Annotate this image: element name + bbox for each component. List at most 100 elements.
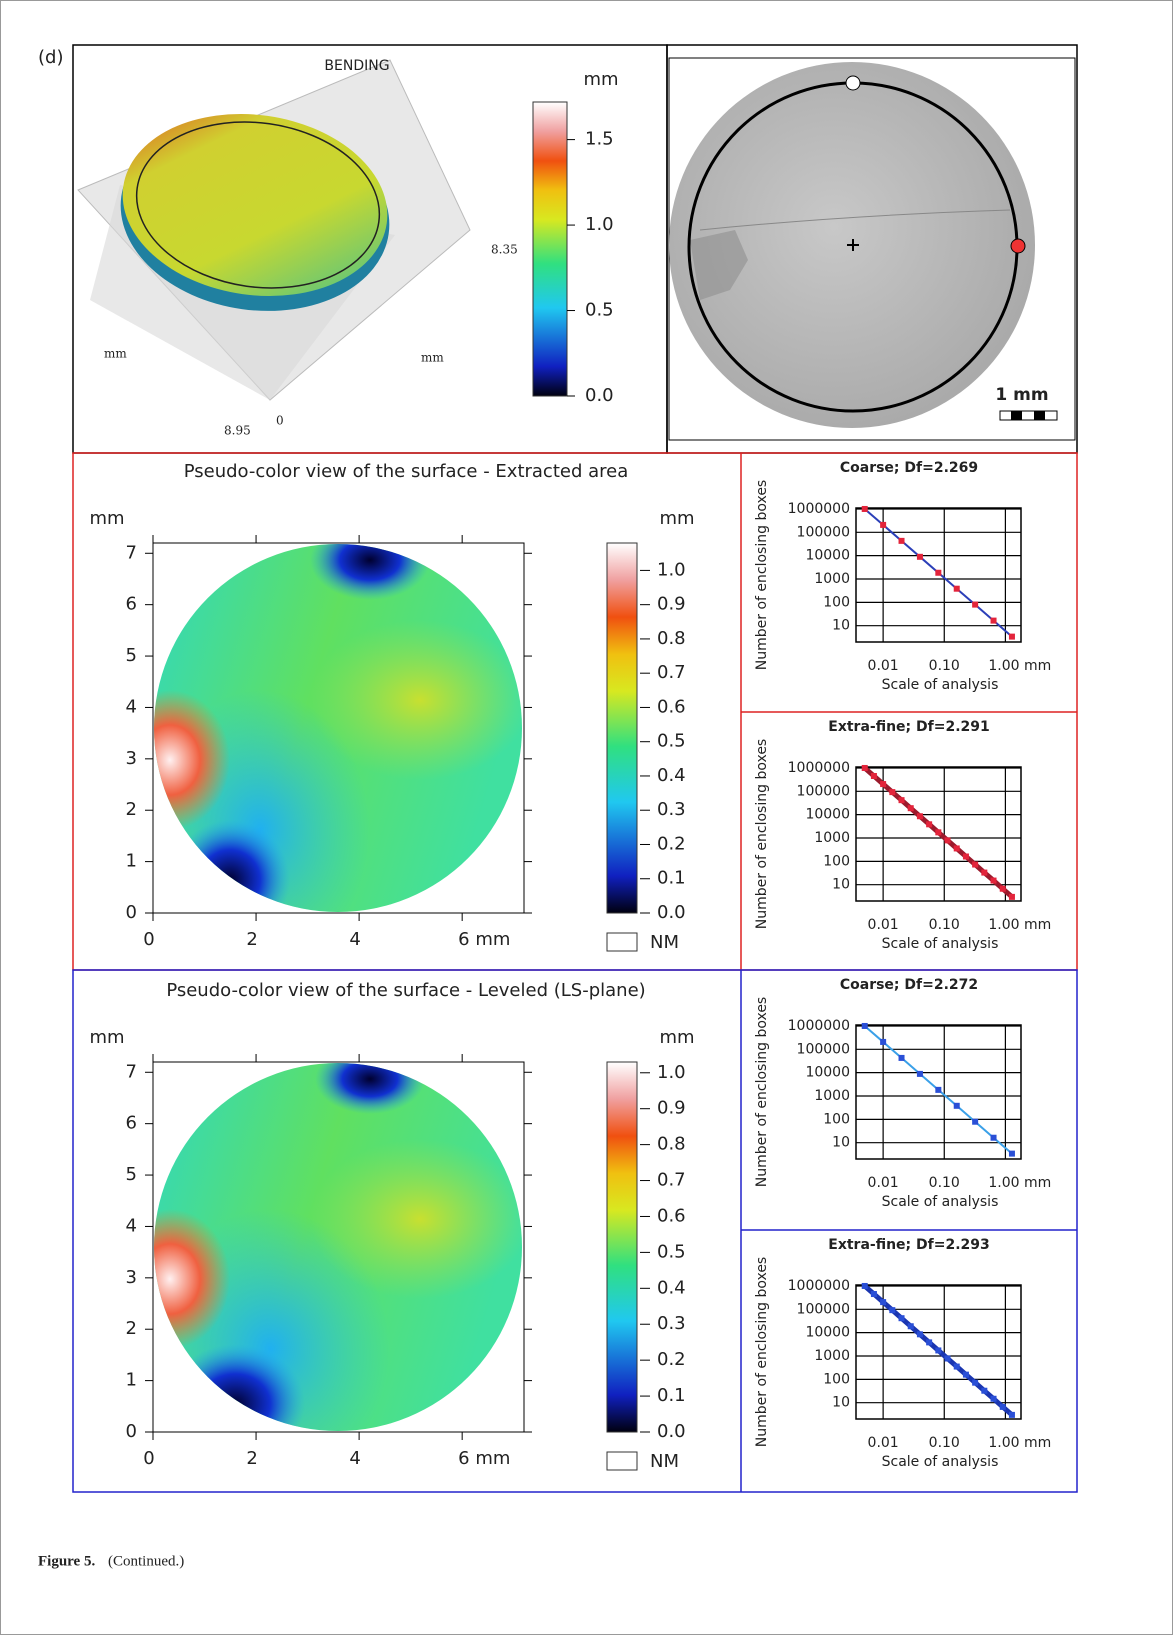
y-tick-label: 1 (126, 851, 137, 872)
y-tick-label: 10 (832, 1395, 850, 1411)
x-tick-label: 0.01 (868, 658, 899, 674)
dim-label: 8.95 (224, 424, 251, 438)
colorbar-tick-label: 1.0 (657, 1062, 686, 1083)
y-tick-label: 100000 (797, 1041, 850, 1057)
colorbar-tick-label: 0.7 (657, 662, 686, 683)
y-tick-label: 2 (126, 1318, 137, 1339)
chart-title: Coarse; Df=2.269 (840, 460, 978, 476)
blue-frame (72, 969, 1078, 1493)
colorbar-tick-label: 1.0 (657, 559, 686, 580)
data-point (916, 1331, 923, 1338)
chart-title: Coarse; Df=2.272 (840, 977, 978, 993)
y-tick-label: 100 (823, 1371, 850, 1387)
y-tick-label: 1000000 (788, 760, 850, 776)
colorbar (606, 542, 638, 914)
x-tick-label: 2 (246, 929, 257, 950)
dim-label: 8.35 (491, 243, 518, 257)
data-point (972, 1118, 979, 1125)
data-point (880, 1299, 887, 1306)
colorbar-tick-label: 0.2 (657, 833, 686, 854)
x-tick-label: 4 (349, 929, 360, 950)
scale-label: 1 mm (995, 385, 1048, 405)
y-tick-label: 7 (126, 542, 137, 563)
data-point (935, 569, 942, 576)
map-unit: mm (89, 1027, 124, 1048)
axis-label: mm (104, 347, 127, 361)
data-point (972, 1379, 979, 1386)
panel-label: (d) (38, 47, 63, 68)
data-point (972, 861, 979, 868)
y-tick-label: 10 (832, 1135, 850, 1151)
y-tick-label: 100 (823, 853, 850, 869)
colorbar-tick-label: 0.5 (657, 731, 686, 752)
data-point (898, 1054, 905, 1061)
colorbar-tick-label: 0.6 (657, 1205, 686, 1226)
colorbar-tick-label: 0.4 (657, 1277, 686, 1298)
data-point (870, 773, 877, 780)
x-tick-label: 4 (349, 1448, 360, 1469)
plot-frame (152, 542, 525, 914)
data-point (861, 505, 868, 512)
x-tick-label: 0.10 (929, 917, 960, 933)
data-point (999, 1403, 1006, 1410)
y-tick-label: 1000000 (788, 1278, 850, 1294)
plot-frame (855, 1284, 1022, 1420)
y-tick-label: 10 (832, 877, 850, 893)
data-point (990, 1134, 997, 1141)
data-point (1008, 1150, 1015, 1157)
x-axis-label: Scale of analysis (882, 1194, 999, 1210)
x-tick-label: 1.00 mm (988, 658, 1051, 674)
data-point (935, 1347, 942, 1354)
data-point (907, 1323, 914, 1330)
x-tick-label: 0.10 (929, 1435, 960, 1451)
map-title: Pseudo-color view of the surface - Extra… (184, 461, 629, 482)
y-tick-label: 1000 (814, 1348, 850, 1364)
axis-label: mm (421, 351, 444, 365)
colorbar-tick-label: 0.1 (657, 1385, 686, 1406)
colorbar-tick-label: 0.2 (657, 1349, 686, 1370)
data-point (935, 1086, 942, 1093)
colorbar-tick-label: 0.3 (657, 799, 686, 820)
colorbar-unit: mm (659, 1027, 694, 1048)
x-tick-label: 1.00 mm (988, 1175, 1051, 1191)
data-point (889, 1307, 896, 1314)
x-axis-label: Scale of analysis (882, 936, 999, 952)
colorbar-tick-label: 0.5 (585, 300, 614, 321)
plot-frame (152, 1061, 525, 1433)
y-tick-label: 10000 (805, 548, 850, 564)
x-tick-label: 0.01 (868, 1175, 899, 1191)
plot-frame (855, 1024, 1022, 1160)
data-point (916, 813, 923, 820)
data-point (861, 764, 868, 771)
data-point (898, 797, 905, 804)
y-axis-label: Number of enclosing boxes (754, 1257, 770, 1447)
data-point (907, 805, 914, 812)
data-point (999, 885, 1006, 892)
y-tick-label: 1000000 (788, 1018, 850, 1034)
colorbar-tick-label: 0.8 (657, 1134, 686, 1155)
colorbar-tick-label: 0.9 (657, 1098, 686, 1119)
colorbar-tick-label: 0.6 (657, 696, 686, 717)
data-point (953, 1102, 960, 1109)
data-point (898, 537, 905, 544)
plot-frame (855, 766, 1022, 902)
data-point (870, 1291, 877, 1298)
colorbar-tick-label: 0.5 (657, 1241, 686, 1262)
data-point (944, 1355, 951, 1362)
data-point (916, 553, 923, 560)
colorbar-tick-label: 0.3 (657, 1313, 686, 1334)
nm-label: NM (650, 1451, 679, 1472)
data-point (990, 1395, 997, 1402)
y-tick-label: 10000 (805, 807, 850, 823)
y-tick-label: 6 (126, 1113, 137, 1134)
x-tick-label: 0 (143, 1448, 154, 1469)
data-point (880, 1038, 887, 1045)
data-point (944, 837, 951, 844)
colorbar-tick-label: 0.1 (657, 868, 686, 889)
x-tick-label: 0 (143, 929, 154, 950)
x-axis-label: Scale of analysis (882, 1454, 999, 1470)
chart-title: Extra-fine; Df=2.291 (828, 719, 990, 735)
map-image (154, 544, 522, 912)
colorbar-tick-label: 0.0 (657, 1421, 686, 1442)
